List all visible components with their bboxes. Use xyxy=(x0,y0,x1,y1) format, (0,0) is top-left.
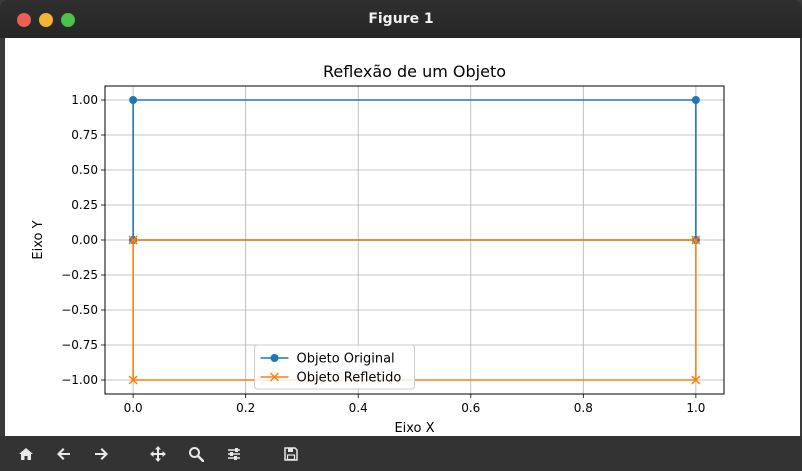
legend-marker xyxy=(270,354,279,362)
data-point xyxy=(129,96,138,104)
x-axis-label: Eixo X xyxy=(394,421,434,436)
floppy-disk-icon xyxy=(284,447,298,461)
y-tick-label: 0.25 xyxy=(71,198,98,212)
home-button[interactable] xyxy=(16,444,36,464)
sliders-icon xyxy=(228,448,240,460)
data-point xyxy=(691,96,700,104)
minimize-window-button[interactable] xyxy=(39,13,53,27)
arrow-left-icon xyxy=(57,448,70,460)
data-point xyxy=(128,375,138,385)
maximize-window-button[interactable] xyxy=(61,13,75,27)
save-button[interactable] xyxy=(281,444,301,464)
data-point xyxy=(691,375,701,385)
data-point xyxy=(691,235,701,245)
legend-label: Objeto Original xyxy=(297,352,395,367)
y-tick-label: 0.50 xyxy=(71,163,98,177)
x-tick-label: 0.8 xyxy=(574,401,593,415)
x-tick-label: 0.2 xyxy=(236,401,255,415)
x-tick-label: 1.0 xyxy=(686,401,705,415)
y-tick-label: 0.75 xyxy=(71,128,98,142)
chart: 0.0 0.2 0.4 0.6 0.8 1.0 −1.00 −0.75 −0.50 −0.25 0.… xyxy=(31,62,725,436)
configure-subplots-button[interactable] xyxy=(224,444,244,464)
y-tick-label: 1.00 xyxy=(71,93,98,107)
data-point xyxy=(128,235,138,245)
pan-button[interactable] xyxy=(148,444,168,464)
figure-canvas: 0.0 0.2 0.4 0.6 0.8 1.0 −1.00 −0.75 −0.50 −0.25 0.… xyxy=(5,38,800,436)
y-tick-label: −0.25 xyxy=(61,268,98,282)
y-axis-label: Eixo Y xyxy=(31,220,46,259)
magnifier-icon xyxy=(189,447,204,462)
chart-title: Reflexão de um Objeto xyxy=(323,62,506,81)
y-tick-label: −1.00 xyxy=(61,373,98,387)
x-tick-label: 0.6 xyxy=(461,401,480,415)
legend-label: Objeto Refletido xyxy=(297,371,402,386)
zoom-button[interactable] xyxy=(186,444,206,464)
y-tick-label: −0.50 xyxy=(61,303,98,317)
back-button[interactable] xyxy=(54,444,74,464)
arrow-right-icon xyxy=(95,448,108,460)
legend: Objeto Original Objeto Refletido xyxy=(254,344,415,390)
window-title: Figure 1 xyxy=(368,11,434,27)
close-window-button[interactable] xyxy=(17,13,31,27)
x-tick-label: 0.0 xyxy=(124,401,143,415)
y-tick-label: −0.75 xyxy=(61,338,98,352)
x-tick-label: 0.4 xyxy=(349,401,368,415)
legend-entry: Objeto Original xyxy=(260,352,395,367)
title-bar: Figure 1 xyxy=(0,0,802,38)
home-icon xyxy=(19,448,33,460)
forward-button[interactable] xyxy=(91,444,111,464)
move-icon xyxy=(150,446,166,462)
y-tick-label: 0.00 xyxy=(71,233,98,247)
legend-box xyxy=(254,344,415,390)
legend-entry: Objeto Refletido xyxy=(260,371,402,386)
toolbar xyxy=(0,436,802,471)
legend-marker xyxy=(269,372,280,382)
